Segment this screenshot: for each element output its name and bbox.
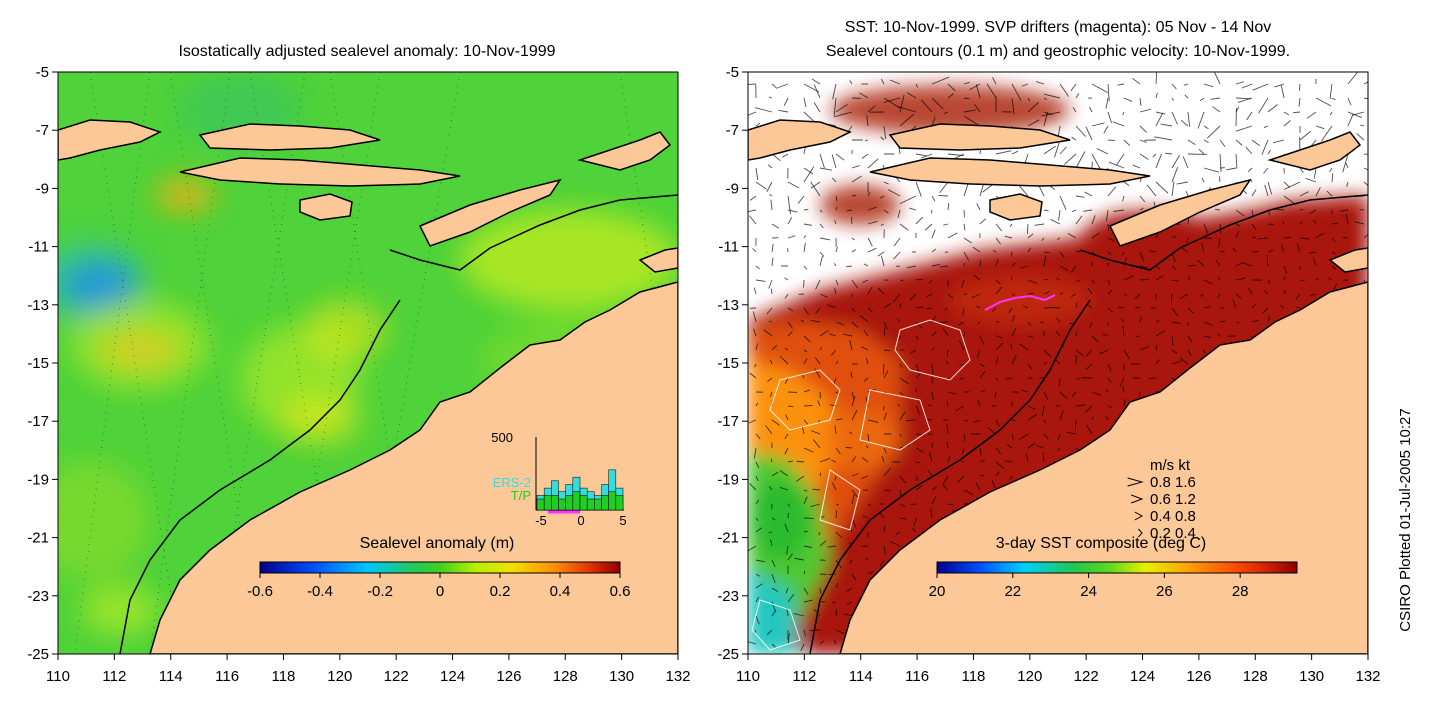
left_panel-xtick: 124: [440, 668, 465, 685]
histogram-bar-tp: [551, 495, 558, 510]
left-colorbar-tick: -0.2: [367, 583, 393, 600]
left-colorbar-tick: -0.6: [247, 583, 273, 600]
right_panel-xtick: 112: [792, 668, 816, 685]
left_panel-ytick: -15: [27, 355, 49, 372]
histogram-xtick-0: 0: [577, 513, 584, 528]
histogram-bar-tp: [602, 495, 609, 510]
right_panel-xtick: 120: [1017, 668, 1042, 685]
histogram-bar-tp: [566, 495, 573, 510]
left_panel-xtick: 112: [102, 668, 126, 685]
left-panel-title: Isostatically adjusted sealevel anomaly:…: [178, 43, 555, 60]
right_panel-ytick: -13: [717, 297, 739, 314]
histogram-xtick-neg5: -5: [535, 513, 547, 528]
left-colorbar-tick: -0.4: [307, 583, 333, 600]
left-colorbar-tick: 0.2: [490, 583, 511, 600]
left_panel-ytick: -23: [27, 588, 49, 605]
velocity-legend-row: 0.8 1.6: [1150, 474, 1196, 491]
right_panel-ytick: -7: [726, 122, 739, 139]
left_panel-ytick: -9: [36, 180, 49, 197]
histogram-bar-tp: [587, 499, 594, 510]
histogram-bar-tp: [580, 495, 587, 510]
histogram-bar-tp: [559, 499, 566, 510]
right_panel-xtick: 130: [1299, 668, 1324, 685]
left_panel-ytick: -13: [27, 297, 49, 314]
right_panel-ytick: -23: [717, 588, 739, 605]
left-colorbar-tick: 0.6: [610, 583, 631, 600]
histogram-label-tp: T/P: [511, 488, 531, 503]
right_panel-ytick: -9: [726, 180, 739, 197]
histogram-bar-tp: [573, 492, 580, 510]
left-colorbar-title: Sealevel anomaly (m): [360, 535, 515, 552]
histogram-bar-tp: [616, 495, 623, 510]
left_panel-xtick: 126: [496, 668, 521, 685]
right_panel-xtick: 128: [1243, 668, 1268, 685]
left_panel-xtick: 130: [609, 668, 634, 685]
histogram-bar-tp: [544, 495, 551, 510]
left_panel-xtick: 120: [327, 668, 352, 685]
histogram-bar-tp: [609, 492, 616, 510]
right_panel-ytick: -17: [717, 413, 739, 430]
right_panel-xtick: 110: [736, 668, 760, 685]
right_panel-xtick: 118: [961, 668, 985, 685]
left_panel-ytick: -17: [27, 413, 49, 430]
velocity-legend-header: m/s kt: [1150, 457, 1191, 474]
right_panel-xtick: 114: [849, 668, 873, 685]
right-colorbar-gradient: [937, 562, 1297, 573]
left-colorbar-tick: 0: [436, 583, 444, 600]
left_panel-ytick: -7: [36, 122, 49, 139]
left_panel-ytick: -21: [27, 530, 49, 547]
left_panel-xtick: 122: [384, 668, 409, 685]
right_panel-ytick: -21: [717, 530, 739, 547]
histogram-bar-tp: [594, 499, 601, 510]
right_panel-ytick: -19: [717, 471, 739, 488]
right-colorbar-tick: 28: [1232, 583, 1249, 600]
velocity-legend-row: 0.6 1.2: [1150, 491, 1196, 508]
left_panel-ytick: -25: [27, 646, 49, 663]
right_panel-xtick: 126: [1186, 668, 1211, 685]
left_panel-xtick: 128: [553, 668, 578, 685]
left-colorbar-tick: 0.4: [550, 583, 571, 600]
histogram-bar-tp: [537, 499, 544, 510]
right-colorbar-tick: 26: [1156, 583, 1173, 600]
right_panel-ytick: -11: [718, 239, 739, 256]
right_panel-ytick: -25: [717, 646, 739, 663]
right_panel-ytick: -5: [726, 64, 739, 81]
histogram-xtick-5: 5: [619, 513, 626, 528]
right-panel-title-line2: Sealevel contours (0.1 m) and geostrophi…: [826, 43, 1290, 60]
left_panel-ytick: -19: [27, 471, 49, 488]
left_panel-xtick: 110: [46, 668, 70, 685]
right-panel-title-line1: SST: 10-Nov-1999. SVP drifters (magenta)…: [845, 19, 1272, 36]
left_panel-xtick: 114: [159, 668, 183, 685]
left_panel-ytick: -11: [28, 239, 49, 256]
left-colorbar-gradient: [260, 562, 620, 573]
right-colorbar-title: 3-day SST composite (deg C): [996, 535, 1206, 552]
right_panel-xtick: 132: [1355, 668, 1380, 685]
left_panel-xtick: 118: [271, 668, 295, 685]
right_panel-xtick: 122: [1074, 668, 1099, 685]
left_panel-xtick: 132: [665, 668, 690, 685]
left_panel-xtick: 116: [215, 668, 239, 685]
right_panel-xtick: 116: [905, 668, 929, 685]
plot-credit: CSIRO Plotted 01-Jul-2005 10:27: [1397, 408, 1414, 631]
right-colorbar-tick: 24: [1080, 583, 1097, 600]
left_panel-ytick: -5: [36, 64, 49, 81]
right-colorbar-tick: 20: [929, 583, 946, 600]
right_panel-xtick: 124: [1130, 668, 1155, 685]
velocity-legend-row: 0.4 0.8: [1150, 508, 1196, 525]
histogram-ymax-label: 500: [491, 430, 513, 445]
right_panel-ytick: -15: [717, 355, 739, 372]
right-colorbar-tick: 22: [1004, 583, 1021, 600]
